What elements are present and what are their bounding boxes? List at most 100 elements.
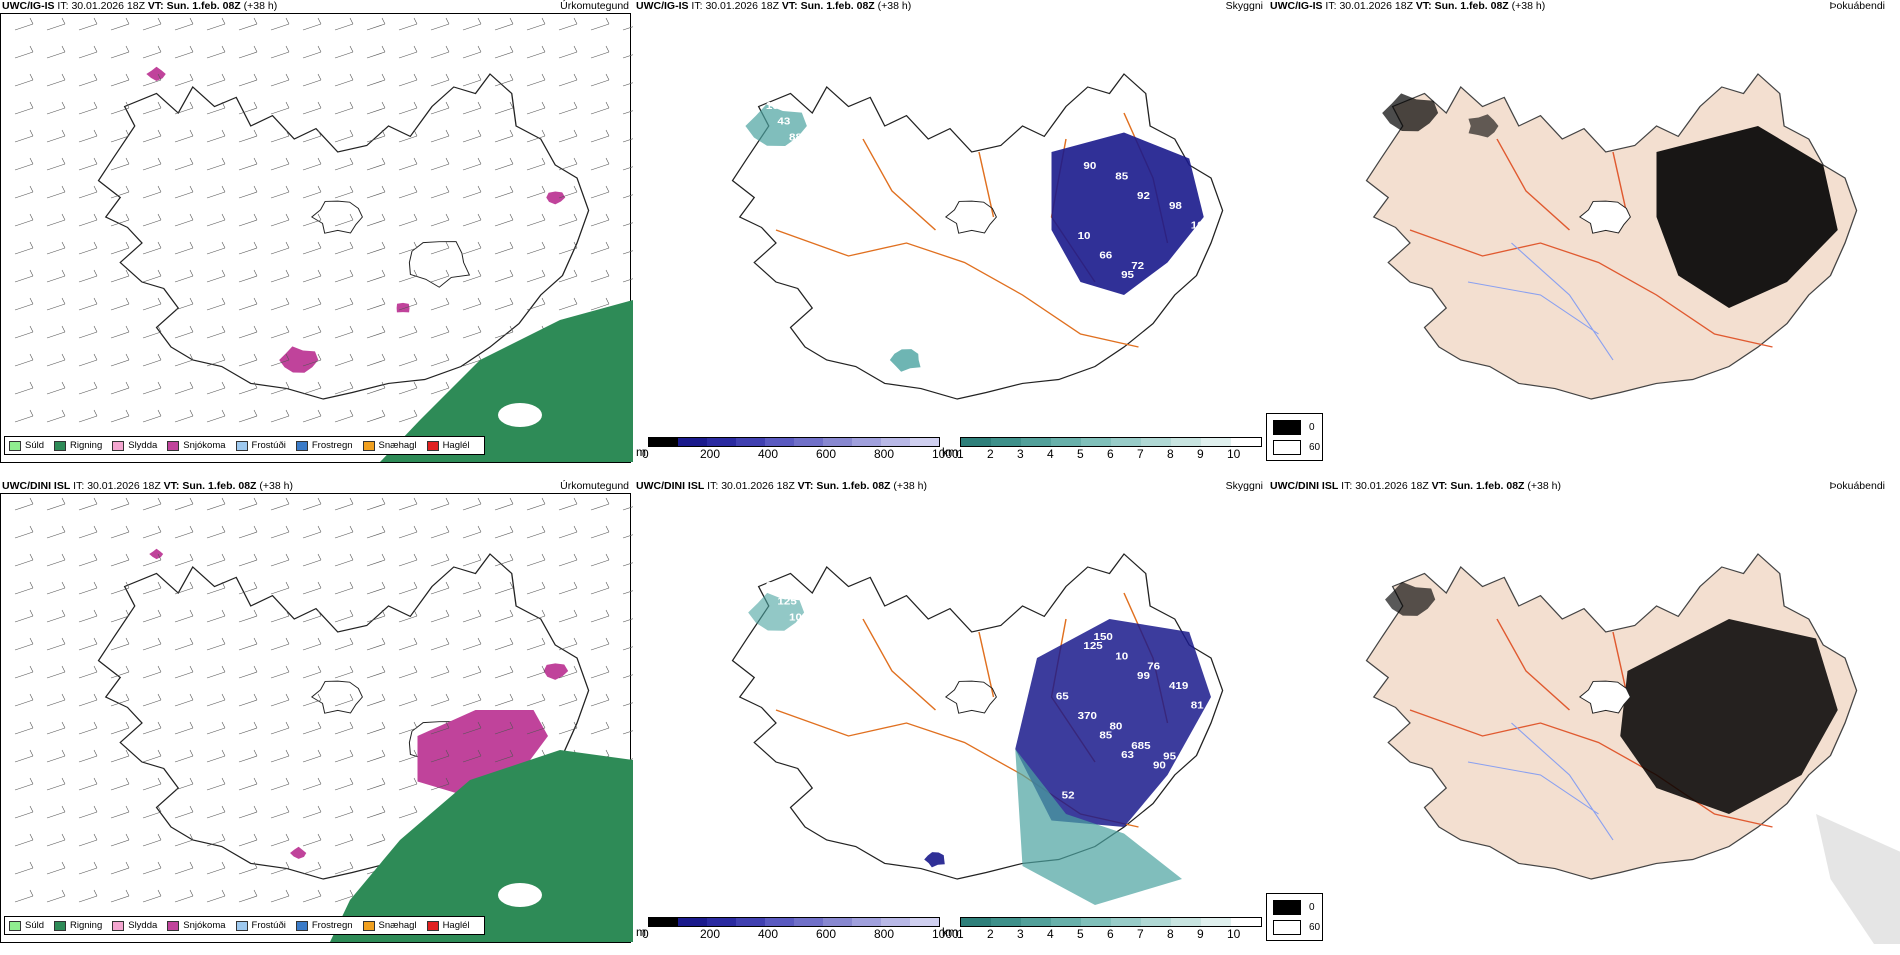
legend-label: Frostregn xyxy=(311,440,353,451)
colorbar-tick: 800 xyxy=(874,447,895,461)
header-it-value: 30.01.2026 18Z xyxy=(71,0,145,12)
fog-legend-swatch xyxy=(1273,900,1301,915)
colorbar-tick: 3 xyxy=(1017,447,1024,461)
legend-label: Haglél xyxy=(442,920,470,931)
legend-label: Frostregn xyxy=(311,920,353,931)
colorbar-unit: km xyxy=(942,925,958,939)
cloud-base-label: 188 xyxy=(1185,770,1204,781)
header-vt-value: Sun. 1.feb. 08Z xyxy=(1434,0,1509,12)
legend-item: Haglél xyxy=(426,920,470,931)
fog-panel-row2: UWC/DINI ISL IT: 30.01.2026 18Z VT: Sun.… xyxy=(1268,480,1900,955)
cloud-base-label: 419 xyxy=(1169,681,1188,692)
header-lead: (+38 h) xyxy=(1511,0,1546,12)
cloud-base-label: 82 xyxy=(766,581,779,592)
fog-legend-swatch xyxy=(1273,420,1301,435)
header-lead: (+38 h) xyxy=(893,480,927,492)
iceland-map: 108 82 125 100 63 88 125 99 81 85 90 52 10 419 370 685 1… xyxy=(731,553,1224,905)
fog-legend-swatch xyxy=(1273,440,1301,455)
fog-index-legend: 0 60 xyxy=(1266,413,1323,461)
cloud-base-label: 81 xyxy=(1062,310,1075,321)
legend-item: Rigning xyxy=(54,440,102,451)
iceland-map: 216 100 43 88 95 137 90 92 106 66 88 81 85 98 10 72 76 xyxy=(731,73,1224,400)
cloud-base-label: 95 xyxy=(1163,751,1176,762)
cloud-base-label: 95 xyxy=(1121,270,1134,281)
header-lead: (+38 h) xyxy=(259,480,293,492)
cloud-base-label: 125 xyxy=(777,596,796,607)
panel-title: Úrkomutegund xyxy=(560,0,629,12)
colorbar-tick: 10 xyxy=(1227,927,1241,941)
cloud-base-label: 66 xyxy=(1099,250,1112,261)
legend-label: Rigning xyxy=(70,920,103,931)
legend-swatch xyxy=(112,920,125,931)
header-it-value: 30.01.2026 18Z xyxy=(721,480,795,492)
cloud-base-label: 98 xyxy=(1169,201,1182,212)
cloud-base-label: 99 xyxy=(1137,670,1150,681)
legend-swatch xyxy=(362,440,375,451)
fog-legend-item: 0 xyxy=(1273,900,1315,915)
legend-label: Snjókoma xyxy=(183,440,226,451)
header-it-label: IT: xyxy=(707,480,719,492)
header-model: UWC/DINI ISL xyxy=(636,480,705,492)
colorbar-unit: km xyxy=(942,445,958,459)
cloud-base-label: 85 xyxy=(1115,171,1128,182)
panel-header: UWC/DINI ISL IT: 30.01.2026 18Z VT: Sun.… xyxy=(636,480,927,492)
legend-item: Súld xyxy=(9,920,44,931)
cloud-base-label: 108 xyxy=(754,565,773,576)
legend-swatch xyxy=(235,920,248,931)
header-vt-value: Sun. 1.feb. 08Z xyxy=(1450,480,1525,492)
cloud-base-label: 150 xyxy=(1094,631,1113,642)
legend-label: Snæhagl xyxy=(378,440,417,451)
header-lead: (+38 h) xyxy=(243,0,278,12)
fog-index-field xyxy=(1382,93,1838,308)
legend-swatch xyxy=(167,440,180,451)
colorbar-tick: 5 xyxy=(1077,927,1084,941)
legend-item: Snjókoma xyxy=(167,920,226,931)
cloud-base-label: 65 xyxy=(1056,691,1069,702)
legend-item: Frostúði xyxy=(235,440,286,451)
cloud-base-label: 106 xyxy=(1191,220,1210,231)
cloud-base-label: 76 xyxy=(1147,661,1160,672)
legend-label: Súld xyxy=(25,440,45,451)
header-vt-label: VT: xyxy=(147,0,164,12)
legend-swatch xyxy=(112,440,125,451)
fog-legend-label: 60 xyxy=(1309,442,1321,453)
colorbar-tick: 6 xyxy=(1107,447,1114,461)
panel-title: Þokuábendi xyxy=(1829,480,1885,492)
cloud-base-label: 10 xyxy=(1115,651,1128,662)
legend-label: Snjókoma xyxy=(183,920,226,931)
panel-title: Skyggni xyxy=(1225,480,1263,492)
header-lead: (+38 h) xyxy=(1527,480,1561,492)
cloud-base-label: 90 xyxy=(1083,160,1096,171)
header-it-label: IT: xyxy=(691,0,703,12)
legend-swatch xyxy=(235,440,248,451)
header-vt-value: Sun. 1.feb. 08Z xyxy=(182,480,257,492)
cloud-base-label: 216 xyxy=(754,85,773,96)
iceland-map xyxy=(14,17,633,462)
header-vt-label: VT: xyxy=(1431,480,1448,492)
header-vt-label: VT: xyxy=(163,480,180,492)
colorbar-tick: 8 xyxy=(1167,447,1174,461)
colorbar-tick: 7 xyxy=(1137,927,1144,941)
rain-area xyxy=(330,750,633,942)
colorbar-tick: 0 xyxy=(642,927,649,941)
cloud-base-label: 43 xyxy=(777,116,790,127)
colorbar-unit: m xyxy=(636,925,646,939)
header-model: UWC/DINI ISL xyxy=(1270,480,1339,492)
legend-swatch xyxy=(9,440,21,451)
colorbar-unit: m xyxy=(636,445,646,459)
colorbar-tick: 200 xyxy=(700,927,721,941)
header-it-label: IT: xyxy=(73,480,85,492)
precip-panel-row2: UWC/DINI ISL IT: 30.01.2026 18Z VT: Sun.… xyxy=(0,480,633,955)
header-vt-label: VT: xyxy=(1415,0,1432,12)
legend-label: Slydda xyxy=(128,920,158,931)
header-vt-value: Sun. 1.feb. 08Z xyxy=(166,0,241,12)
road-network xyxy=(775,112,1169,348)
cloud-base-label: 85 xyxy=(1099,730,1112,741)
fog-legend-item: 60 xyxy=(1273,440,1320,455)
header-it-label: IT: xyxy=(1341,480,1353,492)
colorbar-tick: 600 xyxy=(816,927,837,941)
panel-title: Skyggni xyxy=(1225,0,1263,12)
legend-item: Slydda xyxy=(112,920,157,931)
legend-swatch xyxy=(9,920,21,931)
header-vt-value: Sun. 1.feb. 08Z xyxy=(816,480,891,492)
